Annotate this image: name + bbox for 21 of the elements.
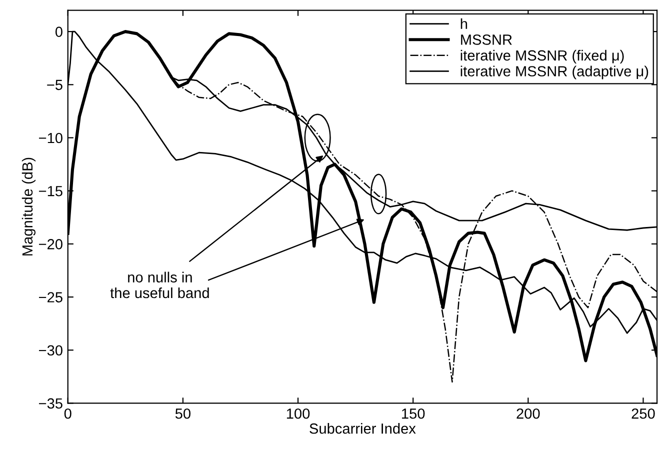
y-tick-label: −20 — [39, 239, 62, 250]
x-tick-label: 250 — [632, 408, 655, 419]
x-tick-label: 100 — [286, 408, 310, 419]
legend-label: iterative MSSNR (adaptive μ) — [460, 66, 648, 80]
x-tick-label: 50 — [175, 408, 190, 419]
legend-label: h — [460, 18, 468, 29]
y-tick-label: −35 — [39, 398, 62, 409]
y-tick-label: −5 — [47, 80, 62, 90]
legend-label: MSSNR — [461, 34, 512, 45]
y-tick-label: −25 — [39, 292, 62, 302]
x-tick-label: 150 — [402, 408, 425, 419]
annotation: no nulls in the useful band — [110, 272, 209, 298]
y-axis-title: Magnitude (dB) — [22, 158, 36, 256]
x-tick-label: 0 — [64, 408, 72, 419]
y-tick-label: −30 — [39, 345, 62, 356]
x-tick-label: 200 — [516, 408, 540, 419]
y-tick-label: −15 — [39, 186, 62, 196]
x-axis-title: Subcarrier Index — [310, 423, 416, 434]
legend-label: iterative MSSNR (fixed μ) — [460, 50, 624, 64]
y-tick-label: 0 — [55, 26, 62, 37]
y-tick-label: −10 — [39, 132, 62, 144]
